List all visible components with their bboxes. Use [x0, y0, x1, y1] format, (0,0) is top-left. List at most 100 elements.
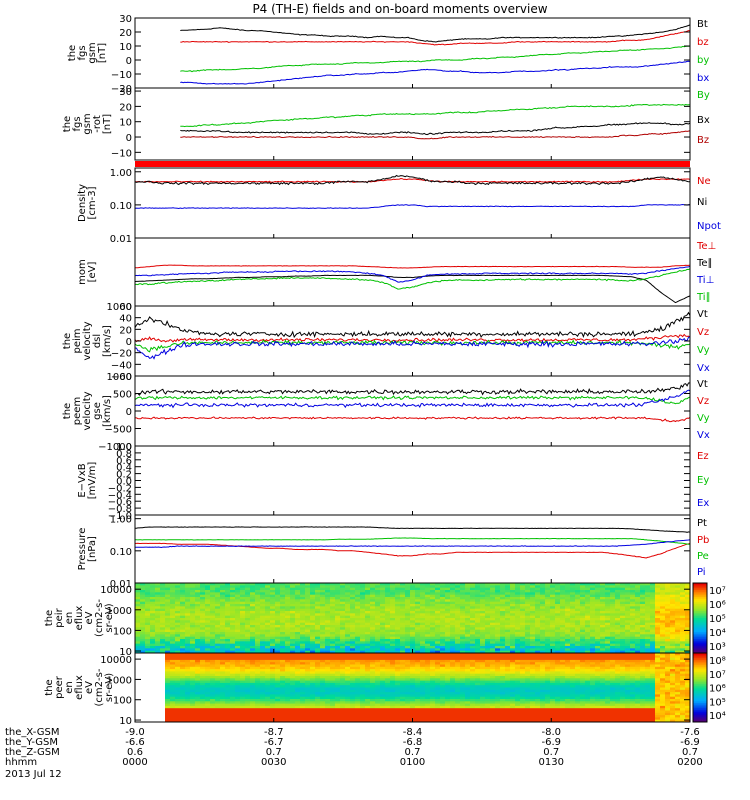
heatmap-cell: [590, 641, 596, 645]
heatmap-cell: [670, 643, 676, 647]
heatmap-cell: [570, 636, 576, 640]
heatmap-cell: [530, 599, 536, 603]
heatmap-cell: [335, 604, 341, 607]
heatmap-cell: [200, 620, 206, 624]
heatmap-cell: [610, 625, 616, 628]
heatmap-cell: [500, 594, 506, 598]
heatmap-cell: [200, 611, 206, 614]
heatmap-cell: [420, 636, 426, 640]
heatmap-cell: [565, 592, 571, 596]
heatmap-cell: [570, 648, 576, 652]
heatmap-cell: [590, 627, 596, 631]
heatmap-cell: [300, 604, 306, 607]
heatmap-cell: [175, 671, 181, 675]
heatmap-cell: [215, 715, 221, 718]
heatmap-cell: [135, 599, 141, 603]
heatmap-cell: [285, 620, 291, 624]
heatmap-cell: [305, 599, 311, 603]
heatmap-cell: [335, 622, 341, 626]
heatmap-cell: [510, 636, 516, 640]
heatmap-cell: [630, 601, 636, 605]
heatmap-cell: [300, 685, 306, 688]
heatmap-cell: [455, 590, 461, 593]
heatmap-cell: [200, 636, 206, 640]
heatmap-cell: [220, 646, 226, 649]
heatmap-cell: [245, 673, 251, 677]
heatmap-cell: [290, 712, 296, 716]
heatmap-cell: [325, 666, 331, 670]
heatmap-cell: [195, 710, 201, 714]
heatmap-cell: [225, 692, 231, 695]
heatmap-cell: [510, 599, 516, 603]
heatmap-cell: [275, 680, 281, 684]
heatmap-cell: [400, 597, 406, 600]
y-axis-label-line: [eV]: [87, 262, 98, 283]
heatmap-cell: [430, 592, 436, 596]
heatmap-cell: [300, 632, 306, 635]
heatmap-cell: [565, 599, 571, 603]
heatmap-cell: [400, 601, 406, 605]
heatmap-cell: [520, 613, 526, 617]
heatmap-cell: [355, 646, 361, 649]
heatmap-cell: [335, 673, 341, 677]
heatmap-cell: [295, 587, 301, 591]
heatmap-cell: [195, 601, 201, 605]
heatmap-cell: [525, 606, 531, 610]
heatmap-cell: [215, 597, 221, 600]
heatmap-cell: [330, 719, 336, 723]
heatmap-cell: [605, 627, 611, 631]
heatmap-cell: [230, 599, 236, 603]
y-tick-label: 0.2: [116, 470, 132, 481]
heatmap-cell: [470, 587, 476, 591]
heatmap-cell: [275, 648, 281, 652]
heatmap-cell: [570, 611, 576, 614]
heatmap-cell: [260, 611, 266, 614]
heatmap-cell: [405, 629, 411, 633]
heatmap-cell: [210, 710, 216, 714]
heatmap-cell: [250, 671, 256, 675]
heatmap-cell: [210, 648, 216, 652]
heatmap-cell: [270, 676, 276, 679]
heatmap-cell: [205, 597, 211, 600]
heatmap-cell: [190, 705, 196, 709]
heatmap-cell: [335, 719, 341, 723]
heatmap-cell: [590, 613, 596, 617]
heatmap-cell: [325, 687, 331, 691]
heatmap-cell: [250, 678, 256, 681]
heatmap-cell: [600, 594, 606, 598]
heatmap-cell: [260, 646, 266, 649]
heatmap-cell: [405, 585, 411, 589]
heatmap-cell: [385, 643, 391, 647]
colorbar-tick-label: 10³: [709, 642, 726, 653]
heatmap-cell: [195, 676, 201, 679]
heatmap-cell: [355, 606, 361, 610]
heatmap-cell: [210, 636, 216, 640]
y-axis-label-line: [cm-3]: [87, 186, 98, 219]
heatmap-cell: [495, 608, 501, 612]
heatmap-cell: [515, 583, 521, 586]
heatmap-cell: [520, 590, 526, 593]
heatmap-cell: [255, 664, 261, 668]
heatmap-cell: [175, 659, 181, 663]
heatmap-cell: [645, 583, 651, 586]
heatmap-cell: [225, 708, 231, 711]
heatmap-cell: [225, 618, 231, 621]
heatmap-cell: [265, 646, 271, 649]
y-axis-label-line: [km/s]: [102, 395, 113, 427]
heatmap-cell: [265, 710, 271, 714]
heatmap-cell: [250, 620, 256, 624]
heatmap-cell: [290, 676, 296, 679]
heatmap-cell: [270, 587, 276, 591]
heatmap-cell: [500, 592, 506, 596]
heatmap-cell: [310, 629, 316, 633]
heatmap-cell: [240, 696, 246, 700]
heatmap-cell: [510, 604, 516, 607]
heatmap-cell: [195, 708, 201, 711]
heatmap-cell: [320, 673, 326, 677]
y-axis-label-line: Pressure: [77, 528, 88, 571]
heatmap-cell: [460, 585, 466, 589]
heatmap-cell: [530, 639, 536, 642]
heatmap-cell: [260, 689, 266, 693]
heatmap-cell: [195, 664, 201, 668]
heatmap-cell: [235, 703, 241, 707]
